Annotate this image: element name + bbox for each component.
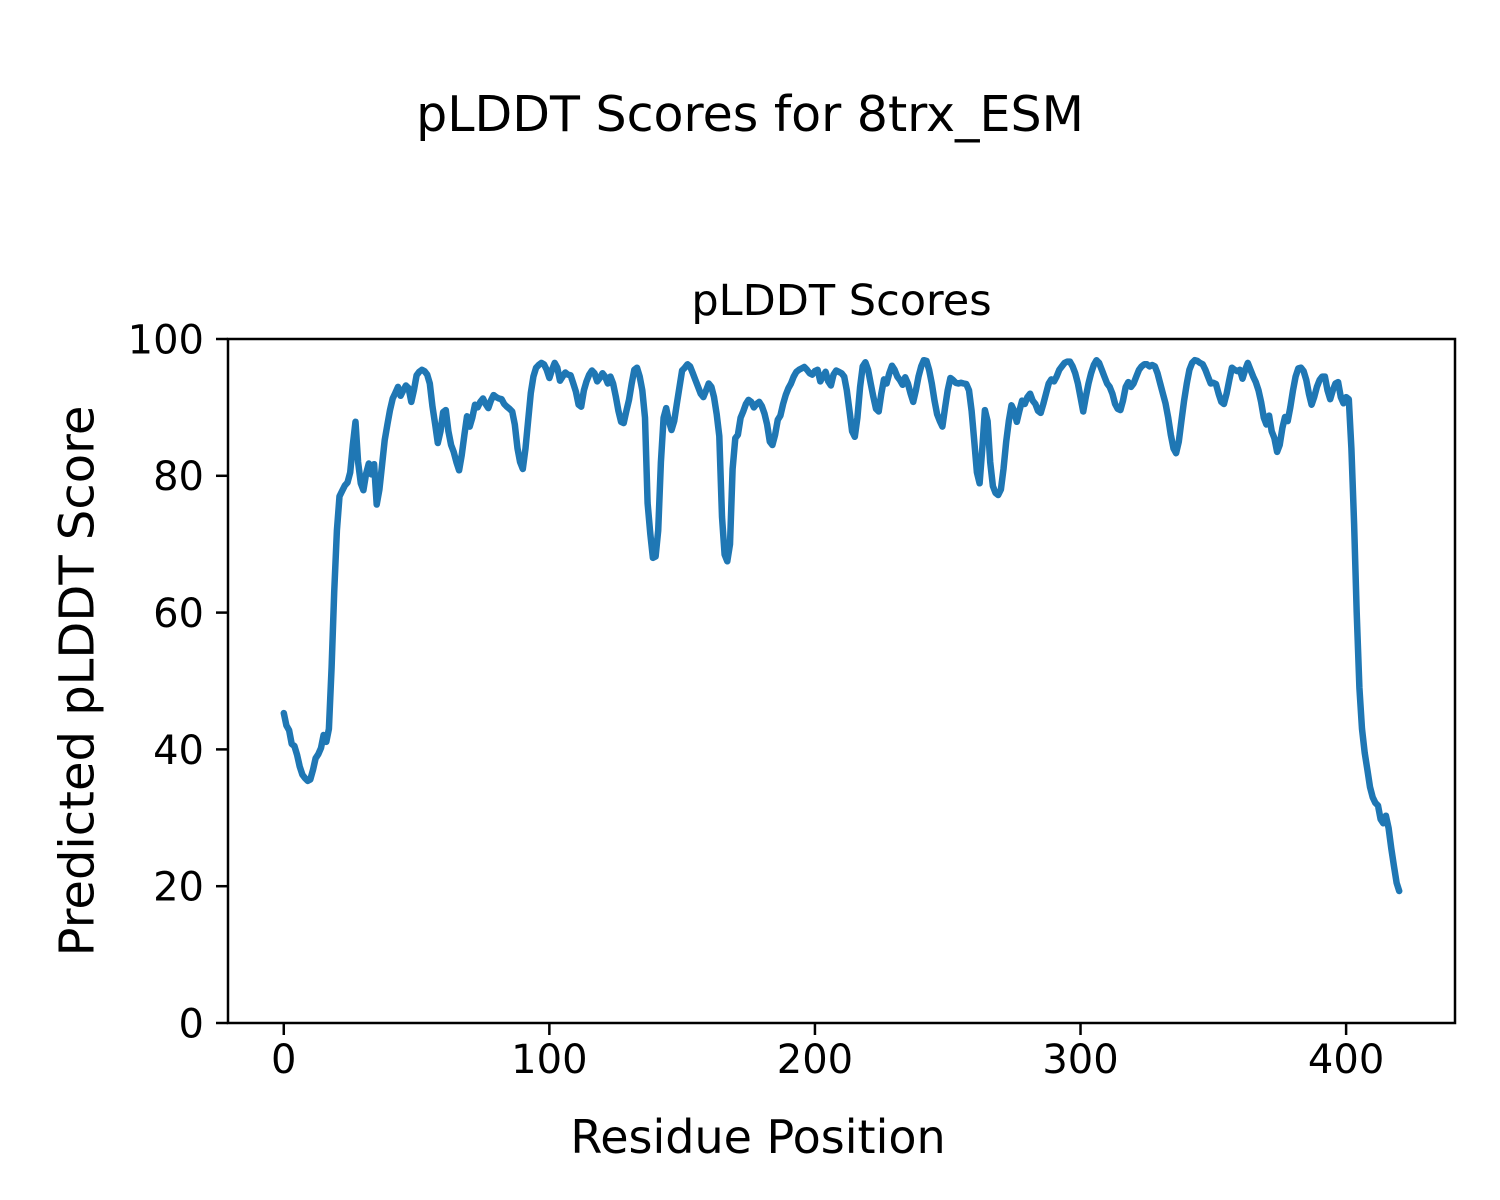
- y-tick-label: 80: [153, 454, 204, 500]
- x-tick-label: 100: [511, 1037, 587, 1083]
- y-tick-label: 100: [128, 317, 204, 363]
- x-tick-label: 300: [1042, 1037, 1118, 1083]
- y-tick-label: 20: [153, 865, 204, 911]
- y-tick-label: 0: [179, 1001, 204, 1047]
- y-tick-label: 40: [153, 728, 204, 774]
- plddt-line: [280, 356, 1403, 895]
- x-axis-label: Residue Position: [570, 1110, 946, 1164]
- axes-title: pLDDT Scores: [691, 276, 992, 326]
- y-tick-label: 60: [153, 591, 204, 637]
- x-tick-label: 200: [777, 1037, 853, 1083]
- figure-suptitle: pLDDT Scores for 8trx_ESM: [416, 86, 1084, 143]
- axes-spines: [226, 337, 1457, 1025]
- x-tick-label: 0: [271, 1037, 296, 1083]
- x-tick-label: 400: [1308, 1037, 1384, 1083]
